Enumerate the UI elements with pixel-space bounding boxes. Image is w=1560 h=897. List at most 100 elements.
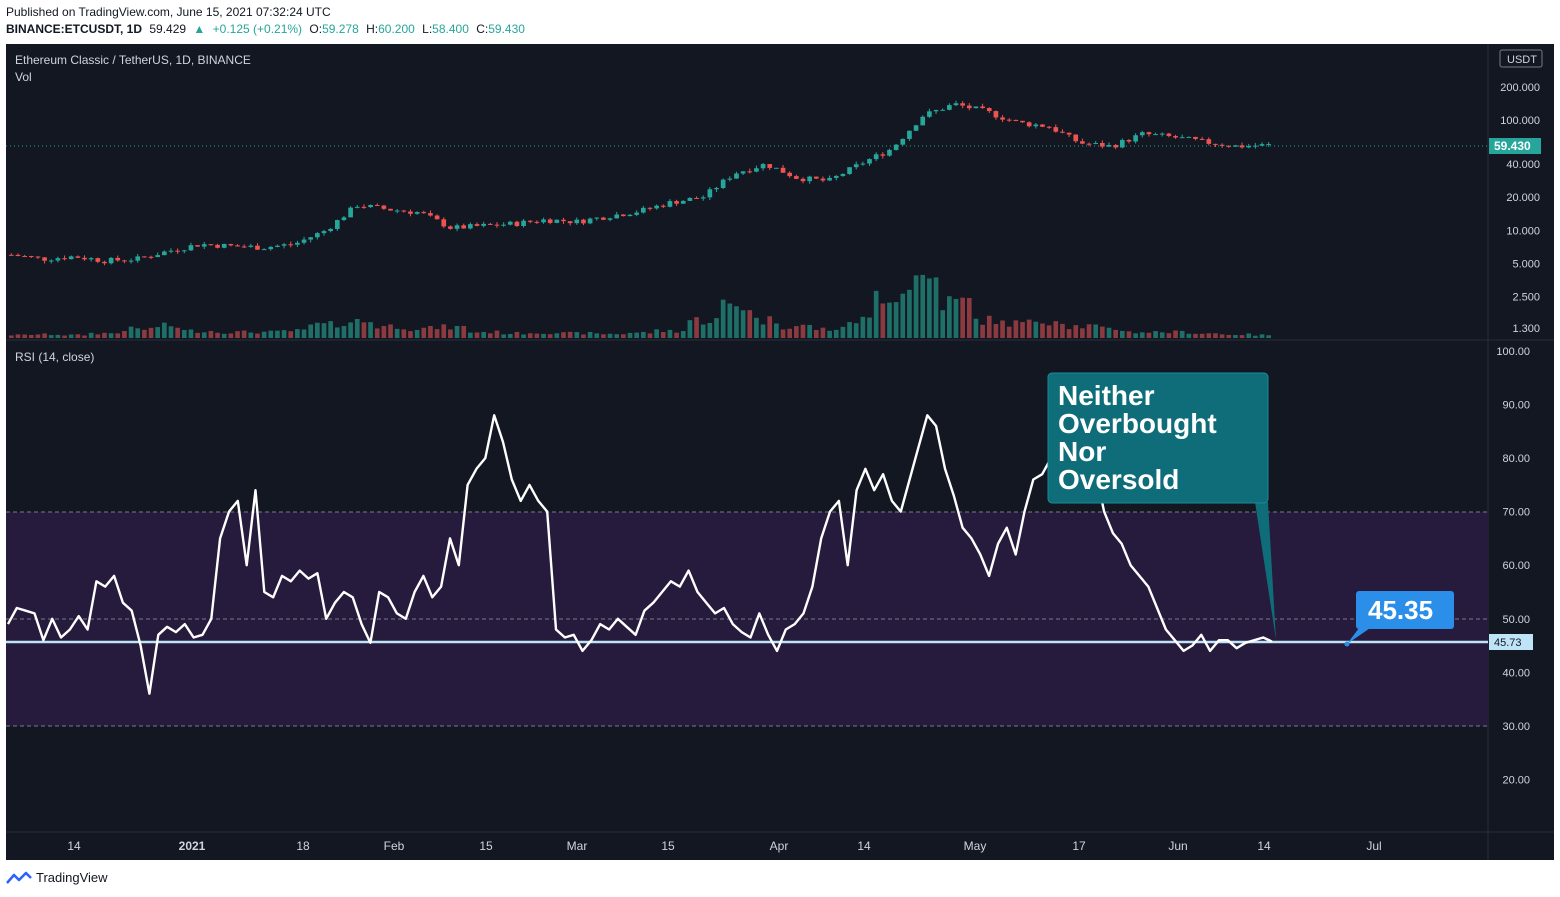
currency-badge[interactable]	[1499, 49, 1543, 68]
volume-bar	[667, 329, 673, 338]
candle	[35, 256, 41, 259]
candle	[1166, 132, 1172, 138]
volume-bar	[1139, 332, 1145, 338]
candle	[514, 220, 520, 227]
candle	[1199, 136, 1205, 140]
volume-bar	[201, 332, 207, 338]
candle	[1139, 130, 1145, 138]
volume-bar	[707, 322, 713, 338]
volume-bar	[275, 330, 280, 338]
volume-bar	[68, 334, 74, 338]
candle	[1246, 143, 1252, 149]
volume-bar	[774, 323, 779, 338]
volume-bar	[960, 297, 965, 338]
candle	[627, 213, 633, 217]
candle	[654, 204, 659, 210]
candle	[1133, 133, 1138, 144]
candle	[947, 103, 952, 111]
tradingview-logo-icon	[6, 871, 32, 884]
volume-bar	[867, 317, 872, 338]
footer-brand[interactable]: TradingView	[6, 870, 108, 885]
currency-label: USDT	[1507, 54, 1537, 66]
candle	[1086, 142, 1092, 147]
candle	[501, 222, 506, 227]
volume-bar	[993, 323, 999, 338]
price-axis-ticks: 200.000 100.000 40.000 20.000 10.000 5.000 2.5…	[1500, 82, 1540, 335]
time-axis-tick: 14	[857, 839, 871, 853]
volume-bar	[794, 326, 799, 338]
price-axis-tick: 2.500	[1512, 292, 1540, 304]
price-axis-tick: 40.000	[1506, 159, 1540, 171]
candle	[1213, 143, 1218, 148]
candle	[507, 220, 513, 226]
candle	[1186, 136, 1192, 138]
candle	[873, 152, 879, 162]
volume-bar	[228, 333, 234, 338]
candle	[1053, 124, 1059, 133]
volume-bar	[188, 329, 194, 338]
candle	[1173, 134, 1178, 139]
time-axis-tick: Jun	[1168, 839, 1187, 853]
callout-box[interactable]	[1047, 372, 1269, 504]
volume-bar	[847, 322, 852, 338]
volume-bar	[295, 329, 300, 338]
candle	[940, 108, 946, 111]
volume-bar	[607, 333, 613, 338]
volume-bar	[281, 330, 287, 338]
volume-bar	[168, 326, 174, 338]
candle	[68, 255, 74, 260]
volume-bar	[787, 328, 793, 338]
candle	[328, 227, 333, 233]
candle	[634, 210, 640, 217]
volume-bar	[1133, 333, 1138, 338]
candle	[1013, 119, 1019, 122]
time-axis-tick: 2021	[179, 839, 206, 853]
volume-bar	[315, 322, 320, 338]
candle	[700, 195, 706, 201]
candle	[986, 107, 992, 114]
candle	[215, 243, 220, 249]
candle	[1259, 142, 1265, 146]
volume-bar	[594, 333, 600, 338]
candle	[1060, 129, 1065, 134]
price-axis-tick: 20.000	[1506, 192, 1540, 204]
value-callout-box[interactable]	[1356, 591, 1454, 629]
candle	[640, 205, 646, 214]
volume-bar	[394, 328, 400, 338]
volume-bar	[933, 277, 939, 338]
volume-bar	[341, 326, 347, 338]
value-callout-text: 45.35	[1368, 595, 1433, 625]
time-axis-tick: 15	[479, 839, 493, 853]
volume-bar	[42, 333, 47, 338]
volume-bar	[487, 333, 493, 338]
candle	[88, 257, 94, 262]
low-label: L:	[422, 22, 433, 36]
volume-bar	[255, 333, 260, 338]
up-arrow-icon: ▲	[193, 22, 206, 36]
candle	[754, 165, 759, 173]
candle	[780, 165, 786, 173]
candle	[1179, 134, 1185, 139]
candle	[22, 254, 27, 258]
volume-bar	[308, 324, 314, 338]
volume-bar	[1040, 323, 1045, 338]
candle	[241, 244, 247, 248]
volume-bar	[980, 324, 985, 338]
published-header: Published on TradingView.com, June 15, 2…	[6, 5, 331, 19]
time-axis-tick: Jul	[1366, 839, 1381, 853]
volume-bar	[541, 333, 546, 338]
time-axis-tick: Apr	[770, 839, 789, 853]
volume-bar	[1020, 322, 1025, 338]
candle	[315, 232, 320, 240]
volume-bar	[940, 310, 946, 338]
volume-bar	[1193, 333, 1198, 338]
volume-bar	[927, 278, 932, 338]
volume-bar	[82, 335, 87, 338]
volume-bar	[434, 329, 440, 338]
candle	[162, 250, 167, 256]
callout-line-4: Oversold	[1058, 464, 1179, 495]
volume-bar	[454, 325, 460, 338]
open-label: O:	[309, 22, 323, 36]
time-axis-tick: 14	[67, 839, 81, 853]
